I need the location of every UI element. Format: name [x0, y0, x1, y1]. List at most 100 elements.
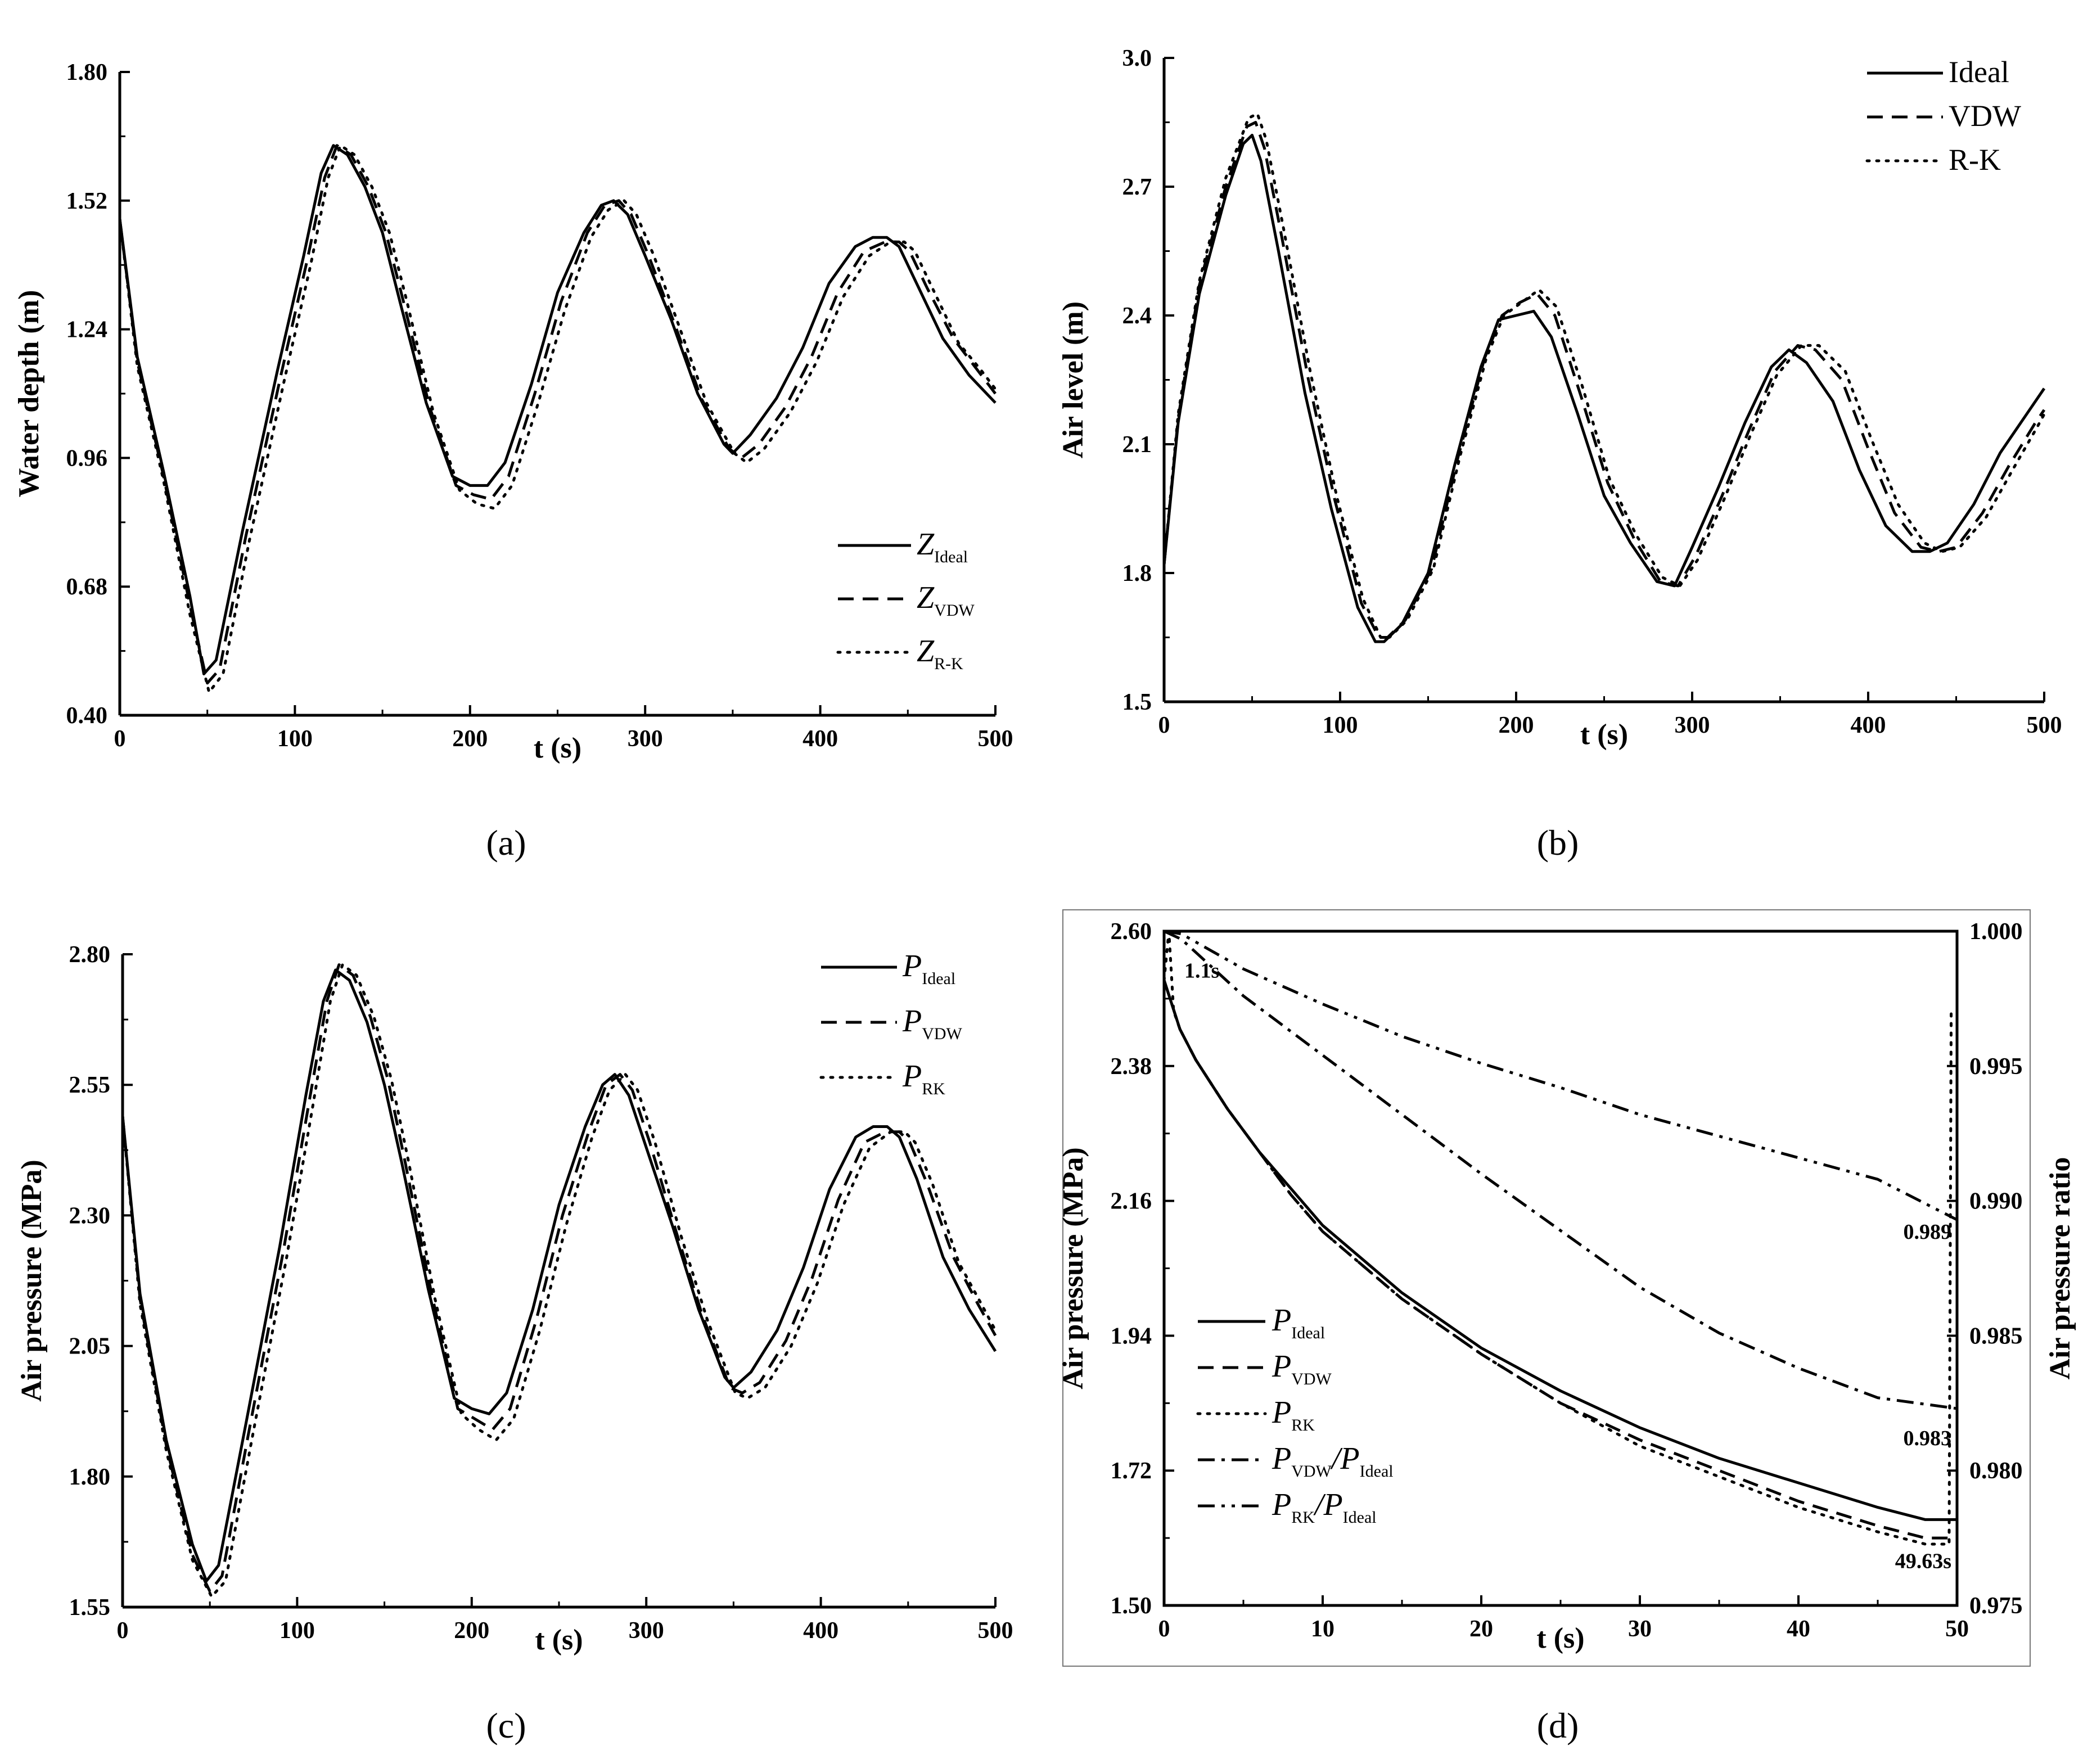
- legend-label-vdw-sub: VDW: [922, 1025, 962, 1043]
- series-line-rk: [1162, 930, 1953, 1546]
- y-axis-label: Air level (m): [1057, 301, 1089, 458]
- legend-label-rk-main: Z: [917, 634, 935, 669]
- y2-tick-label: 0.980: [1969, 1458, 2023, 1484]
- x-tick-label: 400: [802, 726, 838, 752]
- caption-b: (b): [1537, 823, 1579, 863]
- y-tick-label: 1.72: [1111, 1458, 1152, 1484]
- legend-label-ideal: Ideal: [1949, 55, 2009, 89]
- y-axis-label: Water depth (m): [13, 290, 45, 498]
- y2-tick-label: 0.995: [1969, 1054, 2023, 1080]
- y2-axis-label: Air pressure ratio: [2044, 1157, 2076, 1380]
- series-line-vdw: [118, 144, 997, 685]
- x-tick-label: 0: [114, 726, 126, 752]
- legend-label-ideal-main: Z: [917, 527, 935, 562]
- legend-label-vdw: ZVDW: [917, 580, 975, 620]
- x-tick-label: 40: [1787, 1616, 1810, 1642]
- legend-label-ideal: PIdeal: [902, 949, 955, 988]
- legend-label-ideal-main: P: [902, 949, 922, 983]
- y2-tick-label: 0.985: [1969, 1323, 2023, 1349]
- x-tick-label: 100: [279, 1618, 315, 1644]
- annotation-0: 1.1s: [1184, 959, 1219, 982]
- legend-label-rk-ratio-sub2: Ideal: [1343, 1508, 1377, 1527]
- legend-label-vdw-ratio-sub: VDW: [1291, 1462, 1332, 1481]
- legend-label-ideal-sub: Ideal: [922, 969, 955, 988]
- x-tick-label: 0: [1158, 1616, 1170, 1642]
- x-tick-label: 0: [117, 1618, 129, 1644]
- legend-label-rk: ZR-K: [917, 634, 963, 673]
- x-axis-label: t (s): [1580, 719, 1628, 751]
- legend-label-rk: PRK: [1272, 1395, 1315, 1434]
- legend-label-vdw-ratio-main: P: [1272, 1441, 1291, 1476]
- y-tick-label: 1.50: [1111, 1593, 1152, 1619]
- caption-d: (d): [1537, 1706, 1579, 1745]
- annotation-3: 49.63s: [1895, 1550, 1951, 1573]
- legend-label-vdw-main: P: [1272, 1349, 1291, 1384]
- legend-label-rk-ratio-main: P: [1272, 1487, 1291, 1522]
- series-line-rk: [121, 963, 997, 1598]
- series-line-rk: [118, 144, 997, 694]
- y-axis-label: Air pressure (MPa): [16, 1160, 48, 1401]
- x-tick-label: 20: [1469, 1616, 1493, 1642]
- chart-panel-a: 0 100 200 300 400 500 0.40 0.68 0.96 1.24 1.52 1.80…: [13, 60, 1013, 764]
- y-tick-label: 2.4: [1122, 303, 1152, 329]
- series-line-ideal: [121, 968, 997, 1583]
- legend-label-rk-sub: RK: [922, 1080, 945, 1098]
- legend-label-rk-sub: RK: [1291, 1416, 1315, 1434]
- legend-label-rk-main: R-K: [1949, 143, 2001, 177]
- annotation-2: 0.983: [1904, 1427, 1952, 1450]
- y-tick-label: 2.80: [69, 942, 111, 968]
- y-tick-label: 1.94: [1111, 1323, 1152, 1349]
- x-tick-label: 500: [978, 726, 1013, 752]
- legend-label-ideal-sub: Ideal: [934, 548, 968, 566]
- series-line-ideal: [1162, 133, 2046, 643]
- legend-label-ideal-sub: Ideal: [1291, 1324, 1325, 1342]
- x-tick-label: 500: [2027, 712, 2062, 738]
- x-tick-label: 500: [978, 1618, 1013, 1644]
- x-tick-label: 400: [1851, 712, 1886, 738]
- legend-label-vdw-main: Z: [917, 580, 935, 615]
- legend-label-vdw: PVDW: [902, 1004, 963, 1043]
- legend-label-vdw-ratio-main2: /P: [1330, 1441, 1360, 1476]
- y-tick-label: 1.8: [1122, 561, 1152, 587]
- legend-label-rk: PRK: [902, 1059, 945, 1098]
- y-tick-label: 0.68: [66, 574, 108, 600]
- x-tick-label: 200: [1499, 712, 1534, 738]
- x-axis-label: t (s): [535, 1624, 583, 1656]
- chart-panel-d: 0 10 20 30 40 50 1.50 1.72 1.94 2.16 2.38 2.60 0.975…: [1057, 909, 2076, 1667]
- legend-label-vdw-ratio-sub2: Ideal: [1360, 1462, 1394, 1481]
- x-tick-label: 30: [1628, 1616, 1652, 1642]
- y-tick-label: 1.52: [66, 188, 108, 214]
- legend-label-ideal: ZIdeal: [917, 527, 968, 566]
- legend-label-vdw: PVDW: [1272, 1349, 1332, 1388]
- legend-label-rk-main: P: [902, 1059, 922, 1094]
- y-axis-label: Air pressure (MPa): [1057, 1147, 1089, 1389]
- legend-label-rk-ratio-main2: /P: [1313, 1487, 1343, 1522]
- y-tick-label: 2.38: [1111, 1054, 1152, 1080]
- legend-label-rk-ratio-sub: RK: [1291, 1508, 1315, 1527]
- x-axis-label: t (s): [534, 732, 581, 764]
- legend-label-vdw-main: P: [902, 1004, 922, 1039]
- series-line-vdw-ratio: [1163, 930, 1958, 1410]
- y-tick-label: 2.16: [1111, 1189, 1152, 1215]
- x-tick-label: 100: [1323, 712, 1358, 738]
- y-tick-label: 1.5: [1122, 689, 1152, 715]
- y-tick-label: 2.30: [69, 1203, 111, 1229]
- x-tick-label: 300: [628, 726, 663, 752]
- y-tick-label: 2.7: [1122, 174, 1152, 200]
- series-line-ideal: [118, 144, 997, 675]
- y-tick-label: 1.80: [66, 60, 108, 85]
- y-tick-label: 0.96: [66, 445, 108, 471]
- x-tick-label: 200: [454, 1618, 489, 1644]
- y-tick-label: 2.05: [69, 1334, 111, 1360]
- y-tick-label: 2.1: [1122, 432, 1152, 458]
- y-tick-label: 3.0: [1122, 46, 1152, 71]
- y2-tick-label: 1.000: [1969, 919, 2023, 945]
- y-tick-label: 1.80: [69, 1464, 111, 1490]
- legend-label-rk-ratio: PRK/PIdeal: [1272, 1487, 1377, 1527]
- legend-label-vdw: VDW: [1949, 99, 2021, 133]
- legend-label-rk-sub: R-K: [934, 655, 963, 673]
- legend-label-rk-main: P: [1272, 1395, 1291, 1430]
- outer-panel-border: [1062, 909, 2031, 1667]
- series-line-rk-ratio: [1164, 930, 1958, 1221]
